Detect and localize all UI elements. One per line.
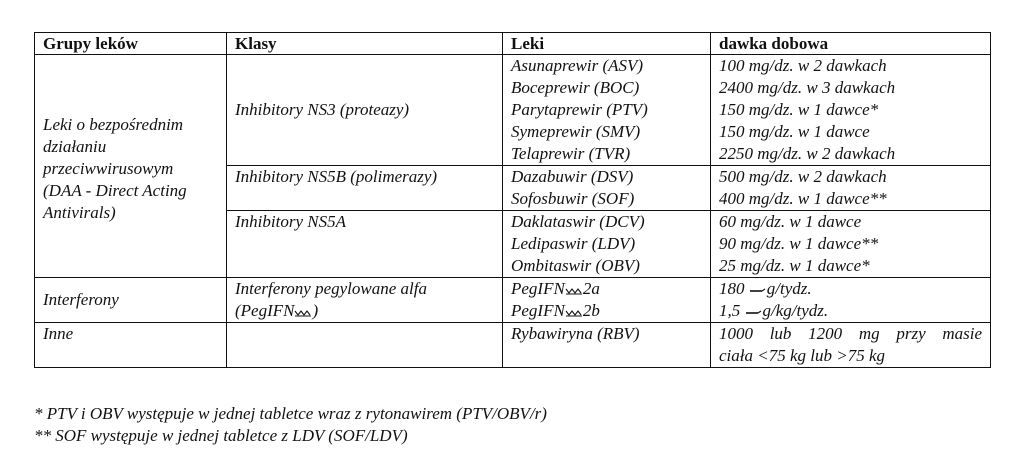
footnote-2: ** SOF występuje w jednej tabletce z LDV… [34,426,408,445]
drug-name: Dazabuwir (DSV) [511,167,634,186]
drug-name: Sofosbuwir (SOF) [511,189,635,208]
header-drugs: Leki [502,32,711,55]
class-cell-ns5b: Inhibitory NS5B (polimerazy) [226,165,503,211]
drug-dose: 150 mg/dz. w 1 dawce [719,122,870,141]
class-cell-ns5a: Inhibitory NS5A [226,210,503,278]
footnote-1: * PTV i OBV występuje w jednej tabletce … [34,404,547,423]
group-cell-daa: Leki o bezpośrednim działaniu przeciwwir… [34,54,227,278]
drug-name: PegIFN 2a [511,279,600,298]
doses-cell-interferony: 180 g/tydz. 1,5 g/kg/tydz. [710,277,991,323]
footnotes: * PTV i OBV występuje w jednej tabletce … [34,403,547,447]
garbled-micro-symbol-icon [749,286,767,295]
table-row-interferony: Interferony Interferony pegylowane alfa … [34,277,991,323]
doses-cell-ns5a: 60 mg/dz. w 1 dawce 90 mg/dz. w 1 dawce*… [710,210,991,278]
drug-name: Asunaprewir (ASV) [511,56,644,75]
class-cell-inne [226,322,503,368]
drug-dose: 180 g/tydz. [719,279,812,298]
drug-name: Parytaprewir (PTV) [511,100,648,119]
group-daa-line: Leki o bezpośrednim [43,115,184,134]
group-daa-line: (DAA - Direct Acting [43,181,187,200]
drug-dose: 500 mg/dz. w 2 dawkach [719,167,887,186]
garbled-symbol-icon [565,286,583,295]
group-cell-interferony: Interferony [34,277,227,323]
group-daa-line: działaniu [43,137,107,156]
header-groups: Grupy leków [34,32,227,55]
drug-dose: 90 mg/dz. w 1 dawce** [719,234,879,253]
group-daa-line: Antivirals) [43,203,116,222]
garbled-symbol-icon [294,308,312,317]
drugs-cell-ns5a: Daklataswir (DCV) Ledipaswir (LDV) Ombit… [502,210,711,278]
class-line: Interferony pegylowane alfa [235,279,427,298]
drug-dose: 60 mg/dz. w 1 dawce [719,212,862,231]
class-line: (PegIFN) [235,301,319,320]
drug-dose: 1000 lub 1200 mg przy masie [719,324,982,343]
table-row-ns5a: Inhibitory NS5A Daklataswir (DCV) Ledipa… [35,210,991,278]
drug-name: Symeprewir (SMV) [511,122,641,141]
drug-name: PegIFN 2b [511,301,600,320]
doses-cell-ns5b: 500 mg/dz. w 2 dawkach 400 mg/dz. w 1 da… [710,165,991,211]
header-classes: Klasy [226,32,503,55]
doses-cell-inne: 1000 lub 1200 mg przy masie ciała <75 kg… [710,322,991,368]
drug-dose: 25 mg/dz. w 1 dawce* [719,256,870,275]
drug-name: Telaprewir (TVR) [511,144,631,163]
drug-dose: 1,5 g/kg/tydz. [719,301,829,320]
drug-name: Ledipaswir (LDV) [511,234,636,253]
drugs-cell-interferony: PegIFN 2a PegIFN 2b [502,277,711,323]
drugs-cell-ns3: Asunaprewir (ASV) Boceprewir (BOC) Paryt… [502,54,711,166]
header-daily-dose: dawka dobowa [710,32,991,55]
drug-dose: 2400 mg/dz. w 3 dawkach [719,78,896,97]
drug-name: Ombitaswir (OBV) [511,256,640,275]
drug-name: Boceprewir (BOC) [511,78,640,97]
drug-dose: ciała <75 kg lub >75 kg [719,346,885,365]
drug-dose: 100 mg/dz. w 2 dawkach [719,56,887,75]
group-daa-line: przeciwwirusowym [43,159,174,178]
class-cell-ns3: Inhibitory NS3 (proteazy) [226,54,503,166]
drug-dose: 2250 mg/dz. w 2 dawkach [719,144,896,163]
table-row-ns5b: Inhibitory NS5B (polimerazy) Dazabuwir (… [35,165,991,211]
drug-dose: 150 mg/dz. w 1 dawce* [719,100,879,119]
class-cell-interferony: Interferony pegylowane alfa (PegIFN) [226,277,503,323]
group-cell-inne: Inne [34,322,227,368]
drug-dose: 400 mg/dz. w 1 dawce** [719,189,887,208]
drugs-cell-ns5b: Dazabuwir (DSV) Sofosbuwir (SOF) [502,165,711,211]
drugs-cell-inne: Rybawiryna (RBV) [502,322,711,368]
doses-cell-ns3: 100 mg/dz. w 2 dawkach 2400 mg/dz. w 3 d… [710,54,991,166]
drug-name: Daklataswir (DCV) [511,212,645,231]
table-header-row: Grupy leków Klasy Leki dawka dobowa [34,32,991,55]
drug-table: Grupy leków Klasy Leki dawka dobowa Leki… [34,32,991,368]
table-row-inne: Inne Rybawiryna (RBV) 1000 lub 1200 mg p… [34,322,991,368]
table-row-ns3: Leki o bezpośrednim działaniu przeciwwir… [34,54,991,278]
garbled-symbol-icon [565,308,583,317]
garbled-micro-symbol-icon [745,308,763,317]
